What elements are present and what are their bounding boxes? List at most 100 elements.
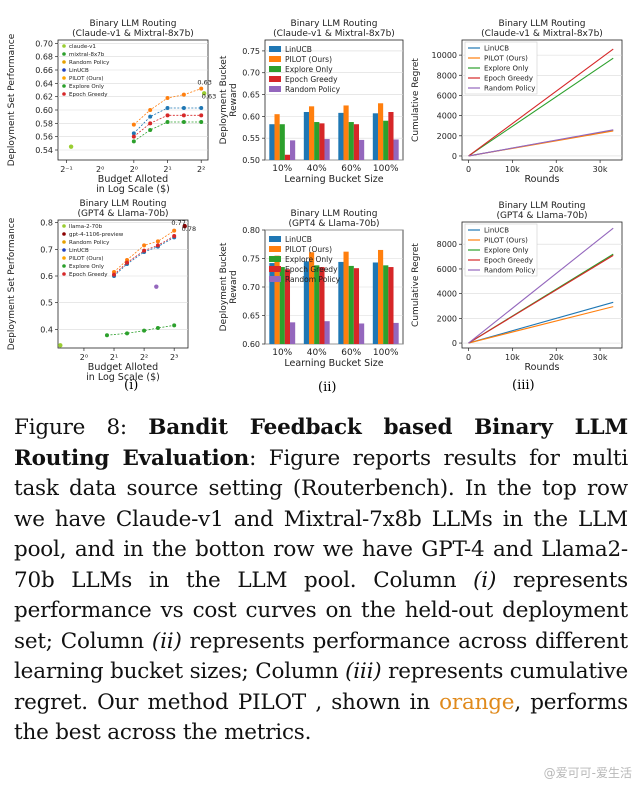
data-point — [172, 323, 177, 328]
legend-entry: LinUCB — [285, 45, 312, 54]
data-point — [199, 120, 204, 124]
legend-entry: LinUCB — [69, 248, 89, 254]
data-point — [125, 260, 130, 265]
legend-swatch — [269, 236, 281, 242]
caption-text-4: represents cumulative regret. Our method… — [14, 659, 629, 715]
y-tick-label: 6000 — [437, 265, 457, 274]
legend-entry: PILOT (Ours) — [69, 76, 103, 82]
y-tick-label: 0.75 — [242, 255, 260, 264]
legend-entry: LinUCB — [484, 45, 509, 53]
bar-pilot-ours- — [377, 249, 384, 344]
legend-entry: LinUCB — [484, 227, 509, 235]
bar-epoch-greedy — [353, 268, 360, 344]
bar-random-policy — [393, 322, 399, 344]
legend-entry: Random Policy — [285, 85, 341, 94]
x-tick-label: 2² — [140, 353, 148, 362]
model-point-llama-2-70b — [58, 343, 63, 348]
y-axis-label: Deployment Set Performance — [7, 33, 17, 166]
legend-entry: Epoch Greedy — [69, 272, 108, 278]
bar-pilot-ours- — [274, 255, 280, 344]
legend-swatch — [269, 256, 281, 262]
bar-epoch-greedy — [284, 154, 291, 160]
y-axis-label: Reward — [229, 270, 239, 304]
legend-swatch — [269, 276, 281, 282]
bar-random-policy — [359, 323, 365, 344]
legend-entry: Epoch Greedy — [285, 75, 338, 84]
figure-8: Binary LLM Routing (Claude-v1 & Mixtral-8… — [7, 19, 623, 395]
y-axis-label: Deployment Bucket — [219, 242, 229, 331]
legend-entry: LinUCB — [69, 68, 89, 74]
data-point — [142, 328, 147, 333]
series-line-pilot-ours- — [468, 306, 614, 344]
model-point-mixtral-8x7b — [68, 144, 74, 149]
x-tick-label: 100% — [373, 164, 399, 174]
bar-explore-only — [348, 122, 354, 160]
y-tick-label: 0.66 — [35, 66, 53, 75]
legend-swatch — [62, 232, 66, 236]
bar-linucb — [338, 261, 344, 344]
data-point — [165, 96, 170, 100]
bar-explore-only — [279, 267, 285, 344]
y-tick-label: 0.65 — [242, 91, 260, 100]
x-tick-label: 40% — [307, 348, 327, 358]
y-tick-label: 0.62 — [35, 93, 53, 102]
column-label-i: (i) — [124, 378, 139, 393]
y-tick-label: 0.70 — [242, 69, 260, 78]
bar-epoch-greedy — [388, 112, 394, 160]
bar-explore-only — [348, 265, 354, 344]
x-tick-label: 2¹ — [110, 353, 118, 362]
legend-swatch — [62, 272, 66, 276]
legend-swatch — [62, 224, 66, 228]
x-tick-label: 30k — [593, 353, 608, 362]
bar-epoch-greedy — [353, 124, 360, 160]
y-axis-label: Deployment Set Performance — [7, 217, 17, 350]
data-point — [112, 272, 117, 277]
bar-pilot-ours- — [343, 251, 349, 344]
series-line-explore-only — [468, 57, 614, 157]
series-line-linucb — [113, 236, 175, 277]
figure-caption: Figure 8: Bandit Feedback based Binary L… — [14, 413, 628, 749]
chart-title: Binary LLM Routing — [499, 201, 586, 211]
legend-entry: gpt-4-1106-preview — [69, 232, 124, 238]
bar-pilot-ours- — [308, 252, 315, 344]
bar-linucb — [372, 262, 378, 344]
legend-swatch — [62, 256, 66, 260]
data-point — [142, 248, 147, 253]
data-point — [131, 134, 136, 139]
y-tick-label: 2000 — [437, 132, 457, 141]
data-point — [148, 114, 153, 119]
x-axis-label: Learning Bucket Size — [284, 174, 383, 185]
series-line-epoch-greedy — [468, 48, 614, 157]
data-point — [181, 92, 186, 97]
y-tick-label: 0.55 — [242, 134, 260, 143]
y-tick-label: 0.4 — [40, 325, 53, 334]
legend-swatch — [269, 76, 281, 82]
bar-epoch-greedy — [284, 269, 291, 344]
legend-entry: Explore Only — [285, 255, 333, 264]
legend-entry: Epoch Greedy — [484, 75, 533, 83]
bar-explore-only — [279, 124, 285, 160]
y-tick-label: 0.64 — [35, 79, 53, 88]
y-tick-label: 10000 — [432, 51, 457, 60]
chart-bottom-ii: Binary LLM Routing(GPT4 & Llama-70b) 0.60… — [219, 209, 404, 369]
legend-swatch — [62, 44, 66, 48]
caption-text-3: represents performance across different … — [14, 628, 629, 685]
chart-bottom-i: Binary LLM Routing(GPT4 & Llama-70b) 0.4 0… — [7, 199, 196, 383]
bar-random-policy — [324, 321, 330, 344]
legend-entry: Epoch Greedy — [484, 257, 533, 265]
watermark: @爱可可-爱生活 — [543, 766, 632, 780]
chart-top-iii: Binary LLM Routing(Claude-v1 & Mixtral-8… — [411, 19, 623, 185]
bar-random-policy — [393, 139, 399, 160]
series-line-explore-only — [133, 121, 202, 142]
annotation: 0.77 — [171, 219, 185, 227]
legend-entry: PILOT (Ours) — [69, 256, 103, 262]
data-point — [155, 239, 160, 244]
bar-random-policy — [290, 140, 296, 160]
chart-title: (GPT4 & Llama-70b) — [496, 211, 587, 221]
bar-explore-only — [383, 265, 389, 344]
legend-entry: Explore Only — [69, 264, 105, 270]
data-point — [131, 131, 136, 136]
legend-swatch — [62, 240, 66, 244]
bar-pilot-ours- — [274, 114, 280, 160]
x-axis-label: Rounds — [524, 362, 559, 373]
